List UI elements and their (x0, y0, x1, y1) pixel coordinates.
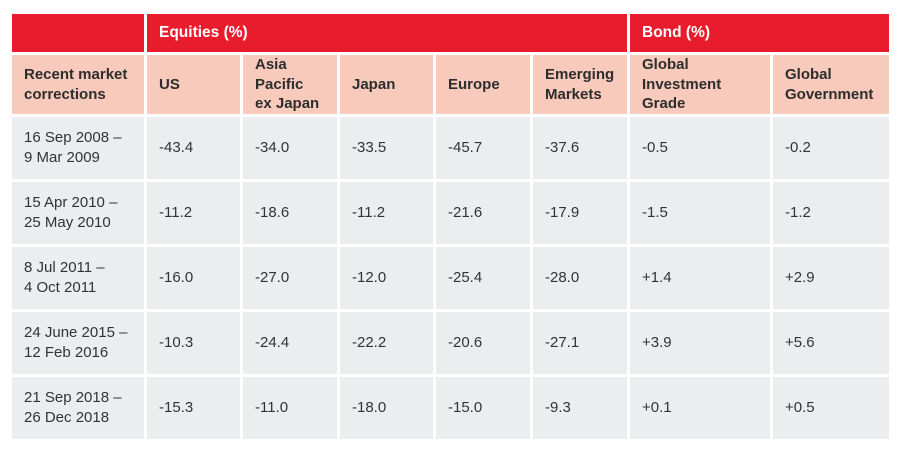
value-cell-global-investment-grade: +1.4 (630, 247, 770, 309)
column-header-us: US (147, 55, 240, 114)
value-cell-us: -16.0 (147, 247, 240, 309)
value-cell-europe: -25.4 (436, 247, 530, 309)
value-cell-japan: -33.5 (340, 117, 433, 179)
value-cell-japan: -12.0 (340, 247, 433, 309)
value-cell-us: -11.2 (147, 182, 240, 244)
value-cell-europe: -20.6 (436, 312, 530, 374)
value-cell-emerging-markets: -9.3 (533, 377, 627, 439)
corner-cell (12, 14, 144, 52)
value-cell-emerging-markets: -37.6 (533, 117, 627, 179)
value-cell-europe: -21.6 (436, 182, 530, 244)
value-cell-us: -10.3 (147, 312, 240, 374)
column-header-row-label: Recent market corrections (12, 55, 144, 114)
period-cell: 15 Apr 2010 – 25 May 2010 (12, 182, 144, 244)
value-cell-us: -43.4 (147, 117, 240, 179)
period-cell: 24 June 2015 – 12 Feb 2016 (12, 312, 144, 374)
value-cell-asia-pacific: -27.0 (243, 247, 337, 309)
market-corrections-table: Equities (%) Bond (%) Recent market corr… (12, 14, 889, 439)
column-header-emerging-markets: Emerging Markets (533, 55, 627, 114)
period-cell: 8 Jul 2011 – 4 Oct 2011 (12, 247, 144, 309)
value-cell-global-investment-grade: +3.9 (630, 312, 770, 374)
value-cell-global-investment-grade: -0.5 (630, 117, 770, 179)
column-header-global-investment-grade: Global Investment Grade (630, 55, 770, 114)
period-cell: 21 Sep 2018 – 26 Dec 2018 (12, 377, 144, 439)
value-cell-europe: -15.0 (436, 377, 530, 439)
group-header-bond: Bond (%) (630, 14, 889, 52)
value-cell-europe: -45.7 (436, 117, 530, 179)
value-cell-global-government: +2.9 (773, 247, 889, 309)
value-cell-japan: -11.2 (340, 182, 433, 244)
value-cell-emerging-markets: -28.0 (533, 247, 627, 309)
value-cell-emerging-markets: -27.1 (533, 312, 627, 374)
value-cell-global-government: -0.2 (773, 117, 889, 179)
column-header-global-government: Global Government (773, 55, 889, 114)
group-header-equities: Equities (%) (147, 14, 627, 52)
period-cell: 16 Sep 2008 – 9 Mar 2009 (12, 117, 144, 179)
column-header-europe: Europe (436, 55, 530, 114)
value-cell-global-government: +5.6 (773, 312, 889, 374)
column-header-japan: Japan (340, 55, 433, 114)
value-cell-global-investment-grade: +0.1 (630, 377, 770, 439)
value-cell-global-government: +0.5 (773, 377, 889, 439)
value-cell-asia-pacific: -11.0 (243, 377, 337, 439)
column-header-asia-pacific-ex-japan: Asia Pacific ex Japan (243, 55, 337, 114)
value-cell-japan: -22.2 (340, 312, 433, 374)
value-cell-global-investment-grade: -1.5 (630, 182, 770, 244)
value-cell-asia-pacific: -34.0 (243, 117, 337, 179)
value-cell-japan: -18.0 (340, 377, 433, 439)
value-cell-emerging-markets: -17.9 (533, 182, 627, 244)
value-cell-global-government: -1.2 (773, 182, 889, 244)
value-cell-asia-pacific: -18.6 (243, 182, 337, 244)
value-cell-us: -15.3 (147, 377, 240, 439)
value-cell-asia-pacific: -24.4 (243, 312, 337, 374)
